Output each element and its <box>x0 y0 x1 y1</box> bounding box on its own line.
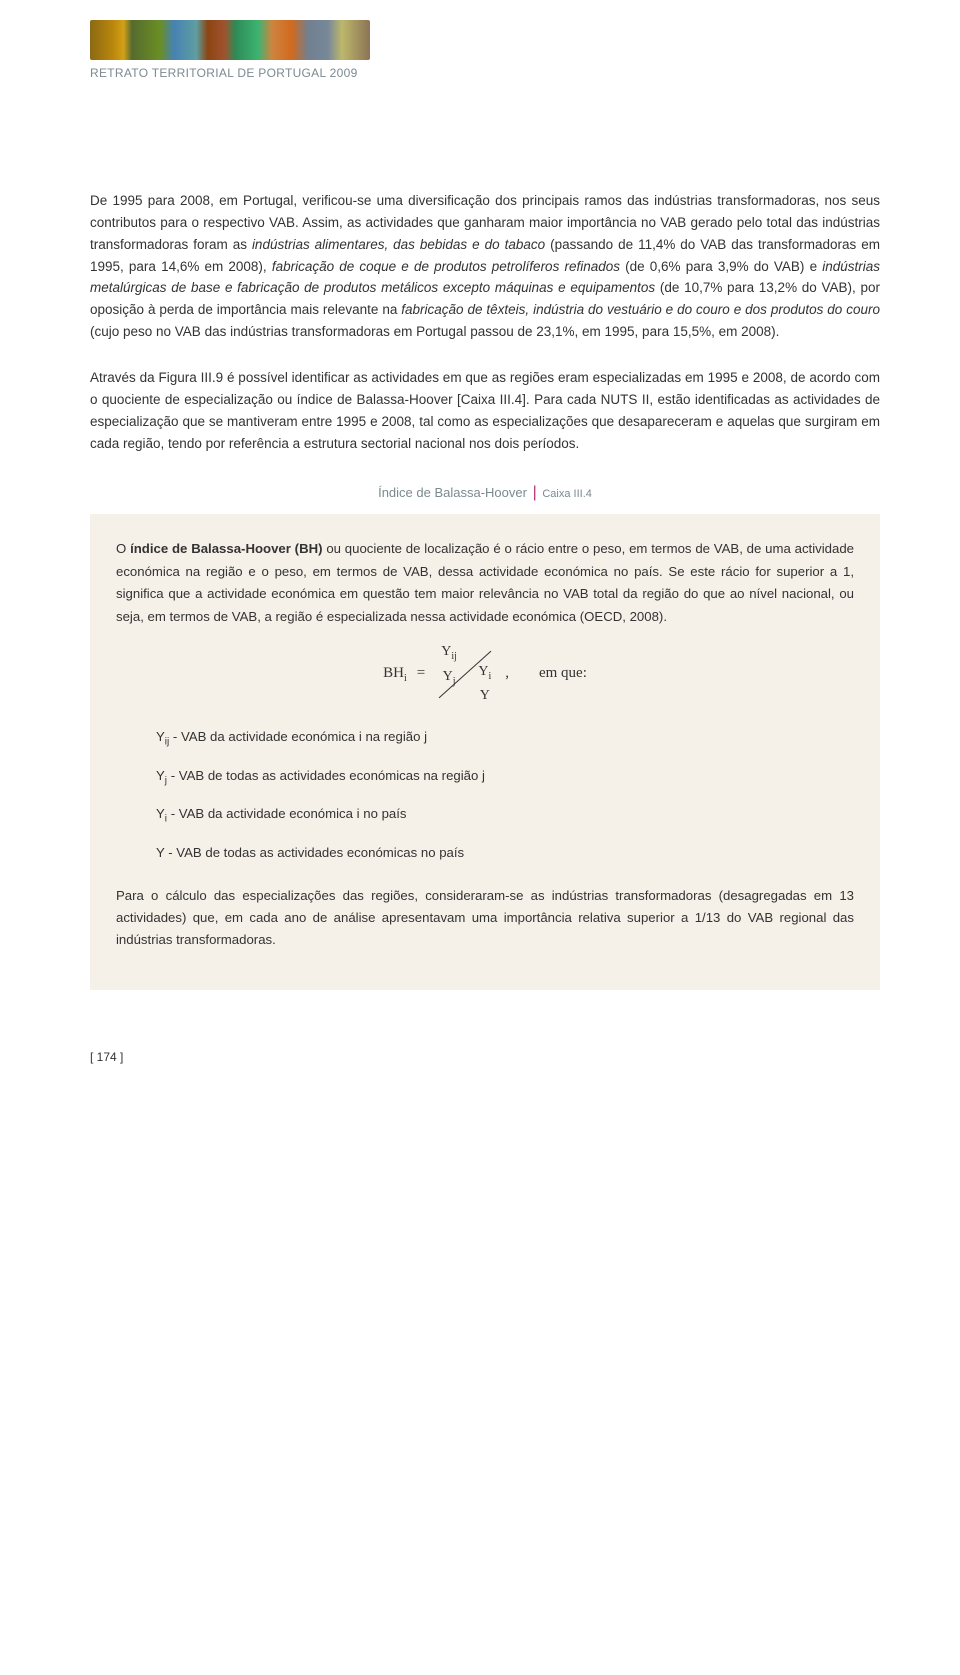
paragraph-2: Através da Figura III.9 é possível ident… <box>90 367 880 454</box>
caixa-intro-a: O <box>116 541 130 556</box>
caixa-closing: Para o cálculo das especializações das r… <box>116 885 854 952</box>
d1-sym: Y <box>156 729 165 744</box>
f-n1b: Y <box>443 669 453 684</box>
def-3: Yi - VAB da actividade económica i no pa… <box>156 803 854 828</box>
d1-txt: - VAB da actividade económica i na regiã… <box>169 729 427 744</box>
header-image-strip <box>90 20 370 60</box>
def-4: Y - VAB de todas as actividades económic… <box>156 842 854 864</box>
document-title: RETRATO TERRITORIAL DE PORTUGAL 2009 <box>90 66 880 80</box>
caixa-intro: O índice de Balassa-Hoover (BH) ou quoci… <box>116 538 854 628</box>
f-n2ts: i <box>488 670 491 681</box>
p1-italic-2: fabricação de coque e de produtos petrol… <box>272 259 620 274</box>
f-n2t: Y <box>478 664 488 679</box>
formula-lhs-sym: BH <box>383 665 404 681</box>
caixa-title-right: Caixa III.4 <box>542 488 592 500</box>
caixa-box: O índice de Balassa-Hoover (BH) ou quoci… <box>90 514 880 989</box>
p1-text-e: (cujo peso no VAB das indústrias transfo… <box>90 324 779 339</box>
caixa-intro-bold: índice de Balassa-Hoover (BH) <box>130 541 322 556</box>
formula-tail: , em que: <box>505 661 587 687</box>
p1-text-c: (de 0,6% para 3,9% do VAB) e <box>620 259 822 274</box>
d4-txt: - VAB de todas as actividades económicas… <box>165 845 465 860</box>
d3-sym: Y <box>156 806 165 821</box>
d2-txt: - VAB de todas as actividades económicas… <box>167 768 485 783</box>
f-n2b: Y <box>478 684 491 708</box>
d2-sym: Y <box>156 768 165 783</box>
caixa-separator-icon: | <box>531 484 539 501</box>
formula-eq: = <box>417 661 425 687</box>
formula-lhs-sub: i <box>404 673 407 684</box>
formula: BHi = Yij Yj Yi Y , em que: <box>116 640 854 708</box>
formula-fraction: Yij Yj Yi Y <box>435 640 495 708</box>
caixa-title-left: Índice de Balassa-Hoover <box>378 485 527 500</box>
f-n1ts: ij <box>451 651 457 662</box>
formula-definitions: Yij - VAB da actividade económica i na r… <box>156 726 854 864</box>
def-2: Yj - VAB de todas as actividades económi… <box>156 765 854 790</box>
caixa-title: Índice de Balassa-Hoover | Caixa III.4 <box>90 484 880 502</box>
d4-sym: Y <box>156 845 165 860</box>
paragraph-1: De 1995 para 2008, em Portugal, verifico… <box>90 190 880 343</box>
d3-txt: - VAB da actividade económica i no país <box>167 806 406 821</box>
def-1: Yij - VAB da actividade económica i na r… <box>156 726 854 751</box>
p1-italic-4: fabricação de têxteis, indústria do vest… <box>401 302 880 317</box>
page-number: [ 174 ] <box>90 1050 880 1064</box>
p1-italic-1: indústrias alimentares, das bebidas e do… <box>252 237 545 252</box>
f-n1t: Y <box>441 644 451 659</box>
page: RETRATO TERRITORIAL DE PORTUGAL 2009 De … <box>0 0 960 1094</box>
formula-frac-br: Yi Y <box>478 660 491 709</box>
formula-lhs: BHi <box>383 661 407 687</box>
